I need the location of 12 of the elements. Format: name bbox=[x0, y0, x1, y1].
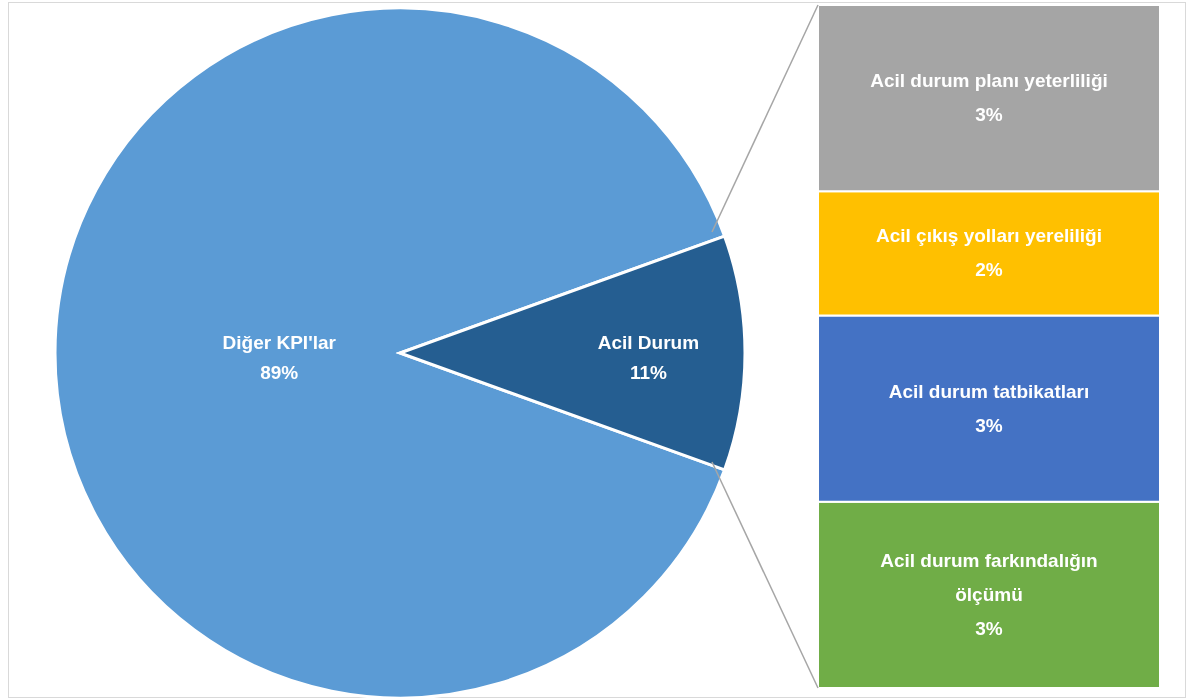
series-label: Acil çıkış yolları yereliliği bbox=[875, 225, 1103, 247]
data-label: 89% bbox=[260, 362, 299, 383]
data-label: 2% bbox=[975, 259, 1003, 281]
slice-label: Diğer KPI'lar bbox=[222, 332, 337, 353]
series-label: Acil durum tatbikatları bbox=[888, 380, 1090, 402]
data-label: 11% bbox=[629, 362, 667, 383]
data-label: 3% bbox=[975, 617, 1003, 639]
slice-label: Acil Durum bbox=[597, 332, 700, 353]
series-label: Acil durum farkındalığın ölçümü bbox=[880, 549, 1098, 605]
data-label: 3% bbox=[975, 104, 1003, 126]
series-label: Acil durum planı yeterliliği bbox=[870, 70, 1108, 92]
data-label: 3% bbox=[975, 414, 1003, 436]
